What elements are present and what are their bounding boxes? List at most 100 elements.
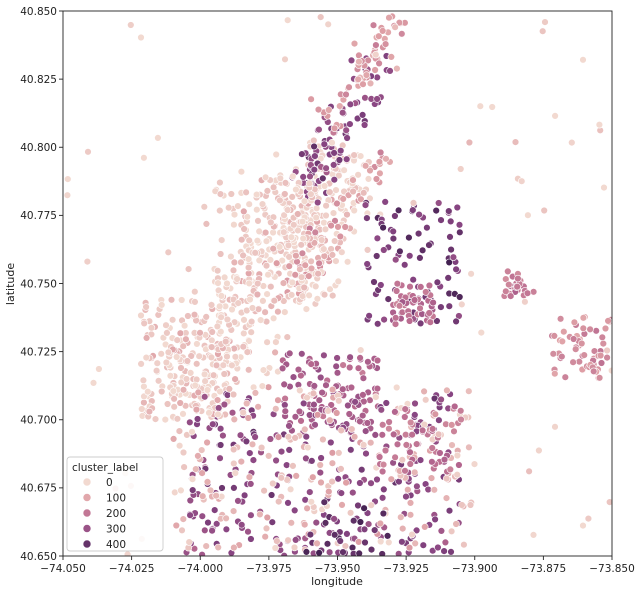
scatter-point bbox=[413, 482, 421, 490]
scatter-point bbox=[208, 336, 216, 344]
scatter-point bbox=[198, 512, 207, 520]
scatter-point bbox=[317, 373, 325, 382]
scatter-point bbox=[237, 258, 245, 266]
scatter-point bbox=[296, 265, 304, 273]
legend-label: 200 bbox=[106, 508, 126, 520]
scatter-point bbox=[364, 520, 373, 528]
legend-label: 0 bbox=[106, 477, 113, 489]
scatter-point bbox=[259, 366, 268, 374]
scatter-point bbox=[320, 219, 328, 227]
scatter-point bbox=[305, 179, 314, 188]
scatter-point bbox=[331, 237, 339, 245]
scatter-point bbox=[182, 335, 190, 343]
scatter-point bbox=[288, 193, 296, 201]
scatter-point bbox=[326, 188, 334, 196]
scatter-point bbox=[269, 245, 277, 253]
scatter-point bbox=[154, 377, 163, 385]
scatter-point bbox=[402, 441, 411, 449]
scatter-point bbox=[568, 138, 576, 147]
scatter-point bbox=[301, 425, 309, 434]
scatter-point bbox=[287, 519, 295, 527]
scatter-point bbox=[307, 257, 315, 265]
scatter-point bbox=[429, 425, 437, 433]
scatter-point bbox=[401, 467, 409, 475]
scatter-point bbox=[230, 415, 239, 424]
scatter-point bbox=[246, 295, 254, 304]
scatter-point bbox=[401, 405, 409, 413]
scatter-point bbox=[267, 218, 275, 227]
scatter-point bbox=[390, 430, 398, 439]
scatter-point bbox=[195, 352, 203, 360]
scatter-point bbox=[323, 540, 332, 548]
legend-label: 400 bbox=[106, 539, 126, 551]
scatter-point bbox=[328, 459, 337, 467]
scatter-point bbox=[445, 302, 453, 310]
scatter-point bbox=[411, 411, 419, 419]
x-tick-label: −74.025 bbox=[109, 563, 155, 575]
scatter-point bbox=[269, 479, 277, 488]
scatter-point bbox=[213, 267, 222, 275]
scatter-point bbox=[379, 421, 387, 429]
scatter-point bbox=[285, 446, 293, 454]
scatter-point bbox=[312, 213, 320, 222]
scatter-point bbox=[377, 537, 385, 546]
scatter-point bbox=[360, 189, 368, 197]
scatter-point bbox=[299, 292, 307, 300]
scatter-point bbox=[398, 456, 406, 464]
scatter-point bbox=[367, 479, 375, 487]
scatter-point bbox=[356, 479, 364, 487]
scatter-point bbox=[310, 382, 318, 390]
scatter-point bbox=[317, 13, 325, 21]
scatter-point bbox=[285, 253, 293, 261]
scatter-point bbox=[310, 239, 319, 247]
scatter-point bbox=[229, 266, 238, 274]
scatter-point bbox=[254, 279, 262, 288]
scatter-point bbox=[307, 190, 315, 198]
scatter-point bbox=[302, 433, 310, 441]
scatter-point bbox=[89, 379, 98, 387]
scatter-point bbox=[375, 158, 384, 166]
scatter-point bbox=[595, 374, 604, 382]
scatter-point bbox=[320, 291, 329, 299]
scatter-point bbox=[216, 250, 225, 258]
scatter-point bbox=[416, 456, 425, 464]
scatter-point bbox=[457, 165, 465, 173]
scatter-point bbox=[262, 524, 271, 533]
scatter-point bbox=[254, 403, 262, 411]
scatter-point bbox=[140, 319, 148, 328]
scatter-point bbox=[447, 245, 455, 254]
scatter-point bbox=[123, 550, 132, 556]
scatter-point bbox=[424, 485, 432, 494]
scatter-point bbox=[359, 374, 368, 382]
scatter-point bbox=[514, 274, 522, 283]
scatter-point bbox=[364, 175, 373, 183]
scatter-point bbox=[392, 287, 401, 295]
scatter-point bbox=[231, 375, 239, 383]
scatter-point bbox=[274, 433, 283, 441]
scatter-point bbox=[253, 190, 261, 199]
scatter-point bbox=[329, 209, 338, 217]
scatter-point bbox=[170, 395, 178, 403]
scatter-point bbox=[247, 535, 255, 543]
scatter-point bbox=[596, 351, 605, 360]
scatter-point bbox=[287, 291, 296, 299]
scatter-point bbox=[350, 151, 358, 159]
points-layer bbox=[63, 12, 612, 556]
scatter-point bbox=[391, 320, 400, 328]
scatter-point bbox=[326, 285, 334, 293]
scatter-point bbox=[340, 166, 348, 174]
scatter-point bbox=[336, 232, 344, 241]
scatter-point bbox=[317, 454, 325, 462]
scatter-point bbox=[246, 449, 254, 457]
y-tick-label: 40.650 bbox=[20, 551, 57, 563]
scatter-point bbox=[372, 50, 380, 59]
scatter-point bbox=[348, 425, 356, 433]
scatter-point bbox=[311, 228, 319, 237]
scatter-point bbox=[577, 339, 586, 348]
scatter-point bbox=[389, 234, 398, 243]
scatter-point bbox=[269, 183, 278, 192]
scatter-point bbox=[261, 228, 270, 237]
scatter-point bbox=[322, 164, 330, 172]
scatter-point bbox=[447, 527, 456, 535]
